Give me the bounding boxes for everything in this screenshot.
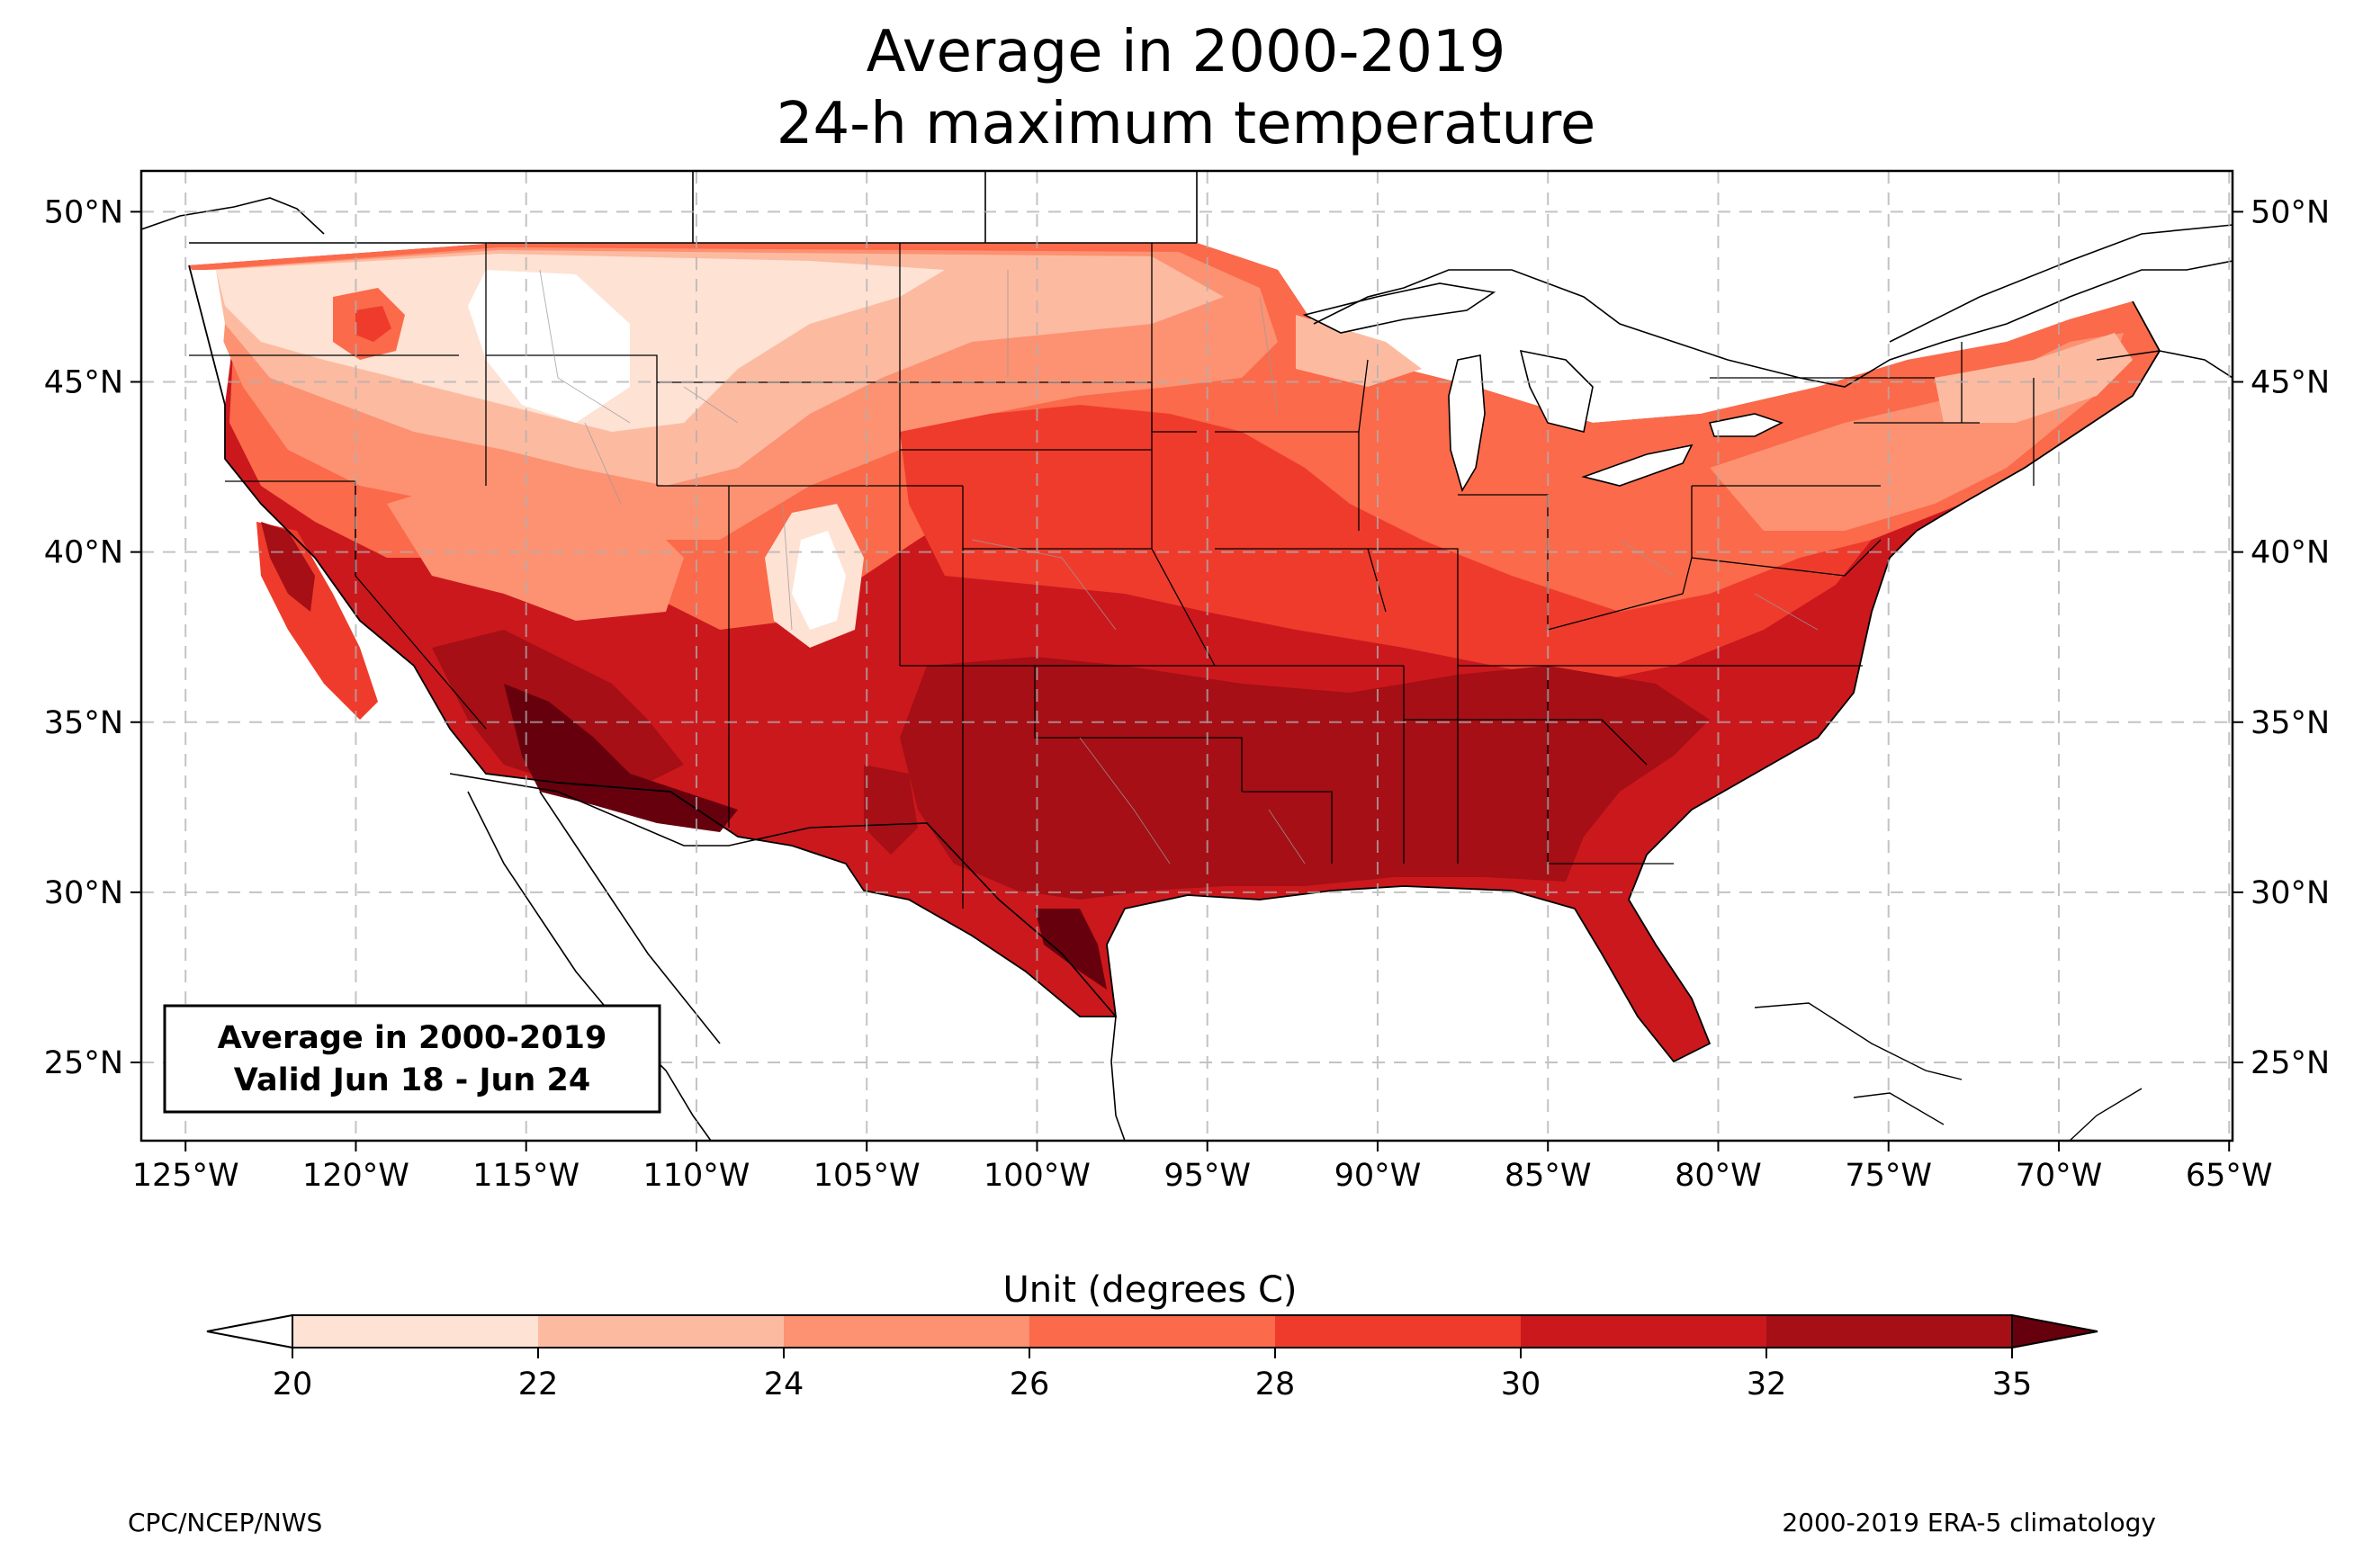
colorbar-segment — [1029, 1315, 1276, 1348]
lon-tick-label: 95°W — [1164, 1158, 1251, 1194]
colorbar-segment — [1275, 1315, 1522, 1348]
lake-superior — [1302, 282, 1496, 334]
lon-tick-label: 80°W — [1675, 1158, 1762, 1194]
colorbar-segment — [538, 1315, 785, 1348]
lon-tick-label: 105°W — [813, 1158, 921, 1194]
border-us-canada — [189, 171, 1198, 244]
band-32-35-southeast — [900, 657, 1710, 900]
lat-tick-label-left: 35°N — [44, 705, 123, 741]
colorbar-tick-label: 24 — [764, 1366, 804, 1402]
colorbar-tick-label: 35 — [1992, 1366, 2033, 1402]
colorbar-extend-under — [206, 1313, 293, 1349]
band-below-20-colorado — [792, 531, 846, 630]
lat-tick-label-right: 35°N — [2251, 705, 2330, 741]
band-32-35-central-valley — [261, 522, 315, 612]
lat-tick-label-right: 40°N — [2251, 535, 2330, 571]
lon-tick-label: 75°W — [1845, 1158, 1932, 1194]
lake-erie — [1581, 444, 1694, 487]
band-above-35-desert — [504, 684, 738, 832]
colorbar-segment — [1766, 1315, 2013, 1348]
lon-tick-label: 85°W — [1505, 1158, 1592, 1194]
colorbar-tick-label: 26 — [1010, 1366, 1050, 1402]
colorbar-segment — [784, 1315, 1030, 1348]
colorbar-segment — [292, 1315, 539, 1348]
colorbar-tick-label: 22 — [518, 1366, 559, 1402]
footer-source: 2000-2019 ERA-5 climatology — [1782, 1508, 2156, 1537]
coastline-cuba-bahamas — [1754, 1002, 2143, 1141]
band-24-26-southwest — [387, 468, 684, 621]
lat-tick-label-right: 25°N — [2251, 1045, 2330, 1081]
colorbar-segment — [1521, 1315, 1767, 1348]
lon-tick-label: 70°W — [2016, 1158, 2103, 1194]
lat-tick-label-left: 45°N — [44, 365, 123, 401]
lon-tick-label: 110°W — [642, 1158, 750, 1194]
lon-tick-label: 100°W — [984, 1158, 1091, 1194]
annotation-box: Average in 2000-2019 Valid Jun 18 - Jun … — [163, 1004, 661, 1114]
lon-tick-label: 125°W — [132, 1158, 239, 1194]
lat-tick-label-right: 30°N — [2251, 875, 2330, 911]
lat-tick-label-right: 45°N — [2251, 365, 2330, 401]
lon-tick-label: 115°W — [472, 1158, 580, 1194]
band-32-35-texas-west — [864, 765, 918, 855]
coastline-conus — [188, 264, 2161, 1063]
lake-michigan — [1448, 354, 1486, 492]
colorbar-extend-over — [2011, 1313, 2098, 1349]
annotation-line1: Average in 2000-2019 — [218, 1020, 607, 1056]
lon-tick-label: 90°W — [1334, 1158, 1422, 1194]
band-below-20-north-rockies — [468, 270, 630, 423]
band-22-24-great-lakes — [1296, 315, 1422, 387]
colorbar-title: Unit (degrees C) — [1002, 1269, 1297, 1311]
coastline-canada — [141, 197, 2233, 388]
footer-credit: CPC/NCEP/NWS — [128, 1508, 323, 1537]
chart-title-line2: 24-h maximum temperature — [776, 91, 1596, 157]
band-above-35-south-texas — [1035, 909, 1107, 990]
colorbar-tick-label: 32 — [1747, 1366, 1787, 1402]
annotation-line2: Valid Jun 18 - Jun 24 — [234, 1062, 590, 1098]
latitude-ticks: 50°N 50°N 45°N 45°N 40°N 40°N 35°N 35°N 30°N 30°N… — [44, 194, 2330, 1081]
lake-ontario — [1708, 413, 1784, 437]
lat-tick-label-left: 25°N — [44, 1045, 123, 1081]
colorbar-tick-label: 30 — [1501, 1366, 1541, 1402]
band-28-30 — [900, 405, 1872, 684]
lake-huron — [1519, 349, 1594, 433]
lat-tick-label-left: 50°N — [44, 194, 123, 230]
chart-title-line1: Average in 2000-2019 — [866, 19, 1506, 85]
map-area — [141, 171, 2233, 1141]
band-above-26-oregon-inner — [355, 306, 391, 342]
band-below-20-coast — [189, 270, 225, 477]
longitude-ticks: 125°W 120°W 115°W 110°W 105°W 100°W 95°W 90°W 85… — [132, 1141, 2273, 1194]
colorbar-outline — [292, 1314, 2013, 1348]
coastline-baja — [467, 791, 721, 1141]
colorbar: Unit (degrees C) 20 22 24 26 28 30 32 35 — [206, 1269, 2098, 1402]
colorbar-tick-label: 20 — [273, 1366, 313, 1402]
lat-tick-label-right: 50°N — [2251, 194, 2330, 230]
lon-tick-label: 65°W — [2186, 1158, 2273, 1194]
map-frame — [139, 169, 2234, 1142]
county-lines — [539, 269, 1819, 865]
border-us-mexico — [449, 773, 1117, 1017]
lat-tick-label-left: 40°N — [44, 535, 123, 571]
lon-tick-label: 120°W — [302, 1158, 409, 1194]
lat-tick-label-left: 30°N — [44, 875, 123, 911]
colorbar-tick-label: 28 — [1255, 1366, 1296, 1402]
coastline-mexico — [1110, 1016, 1126, 1141]
